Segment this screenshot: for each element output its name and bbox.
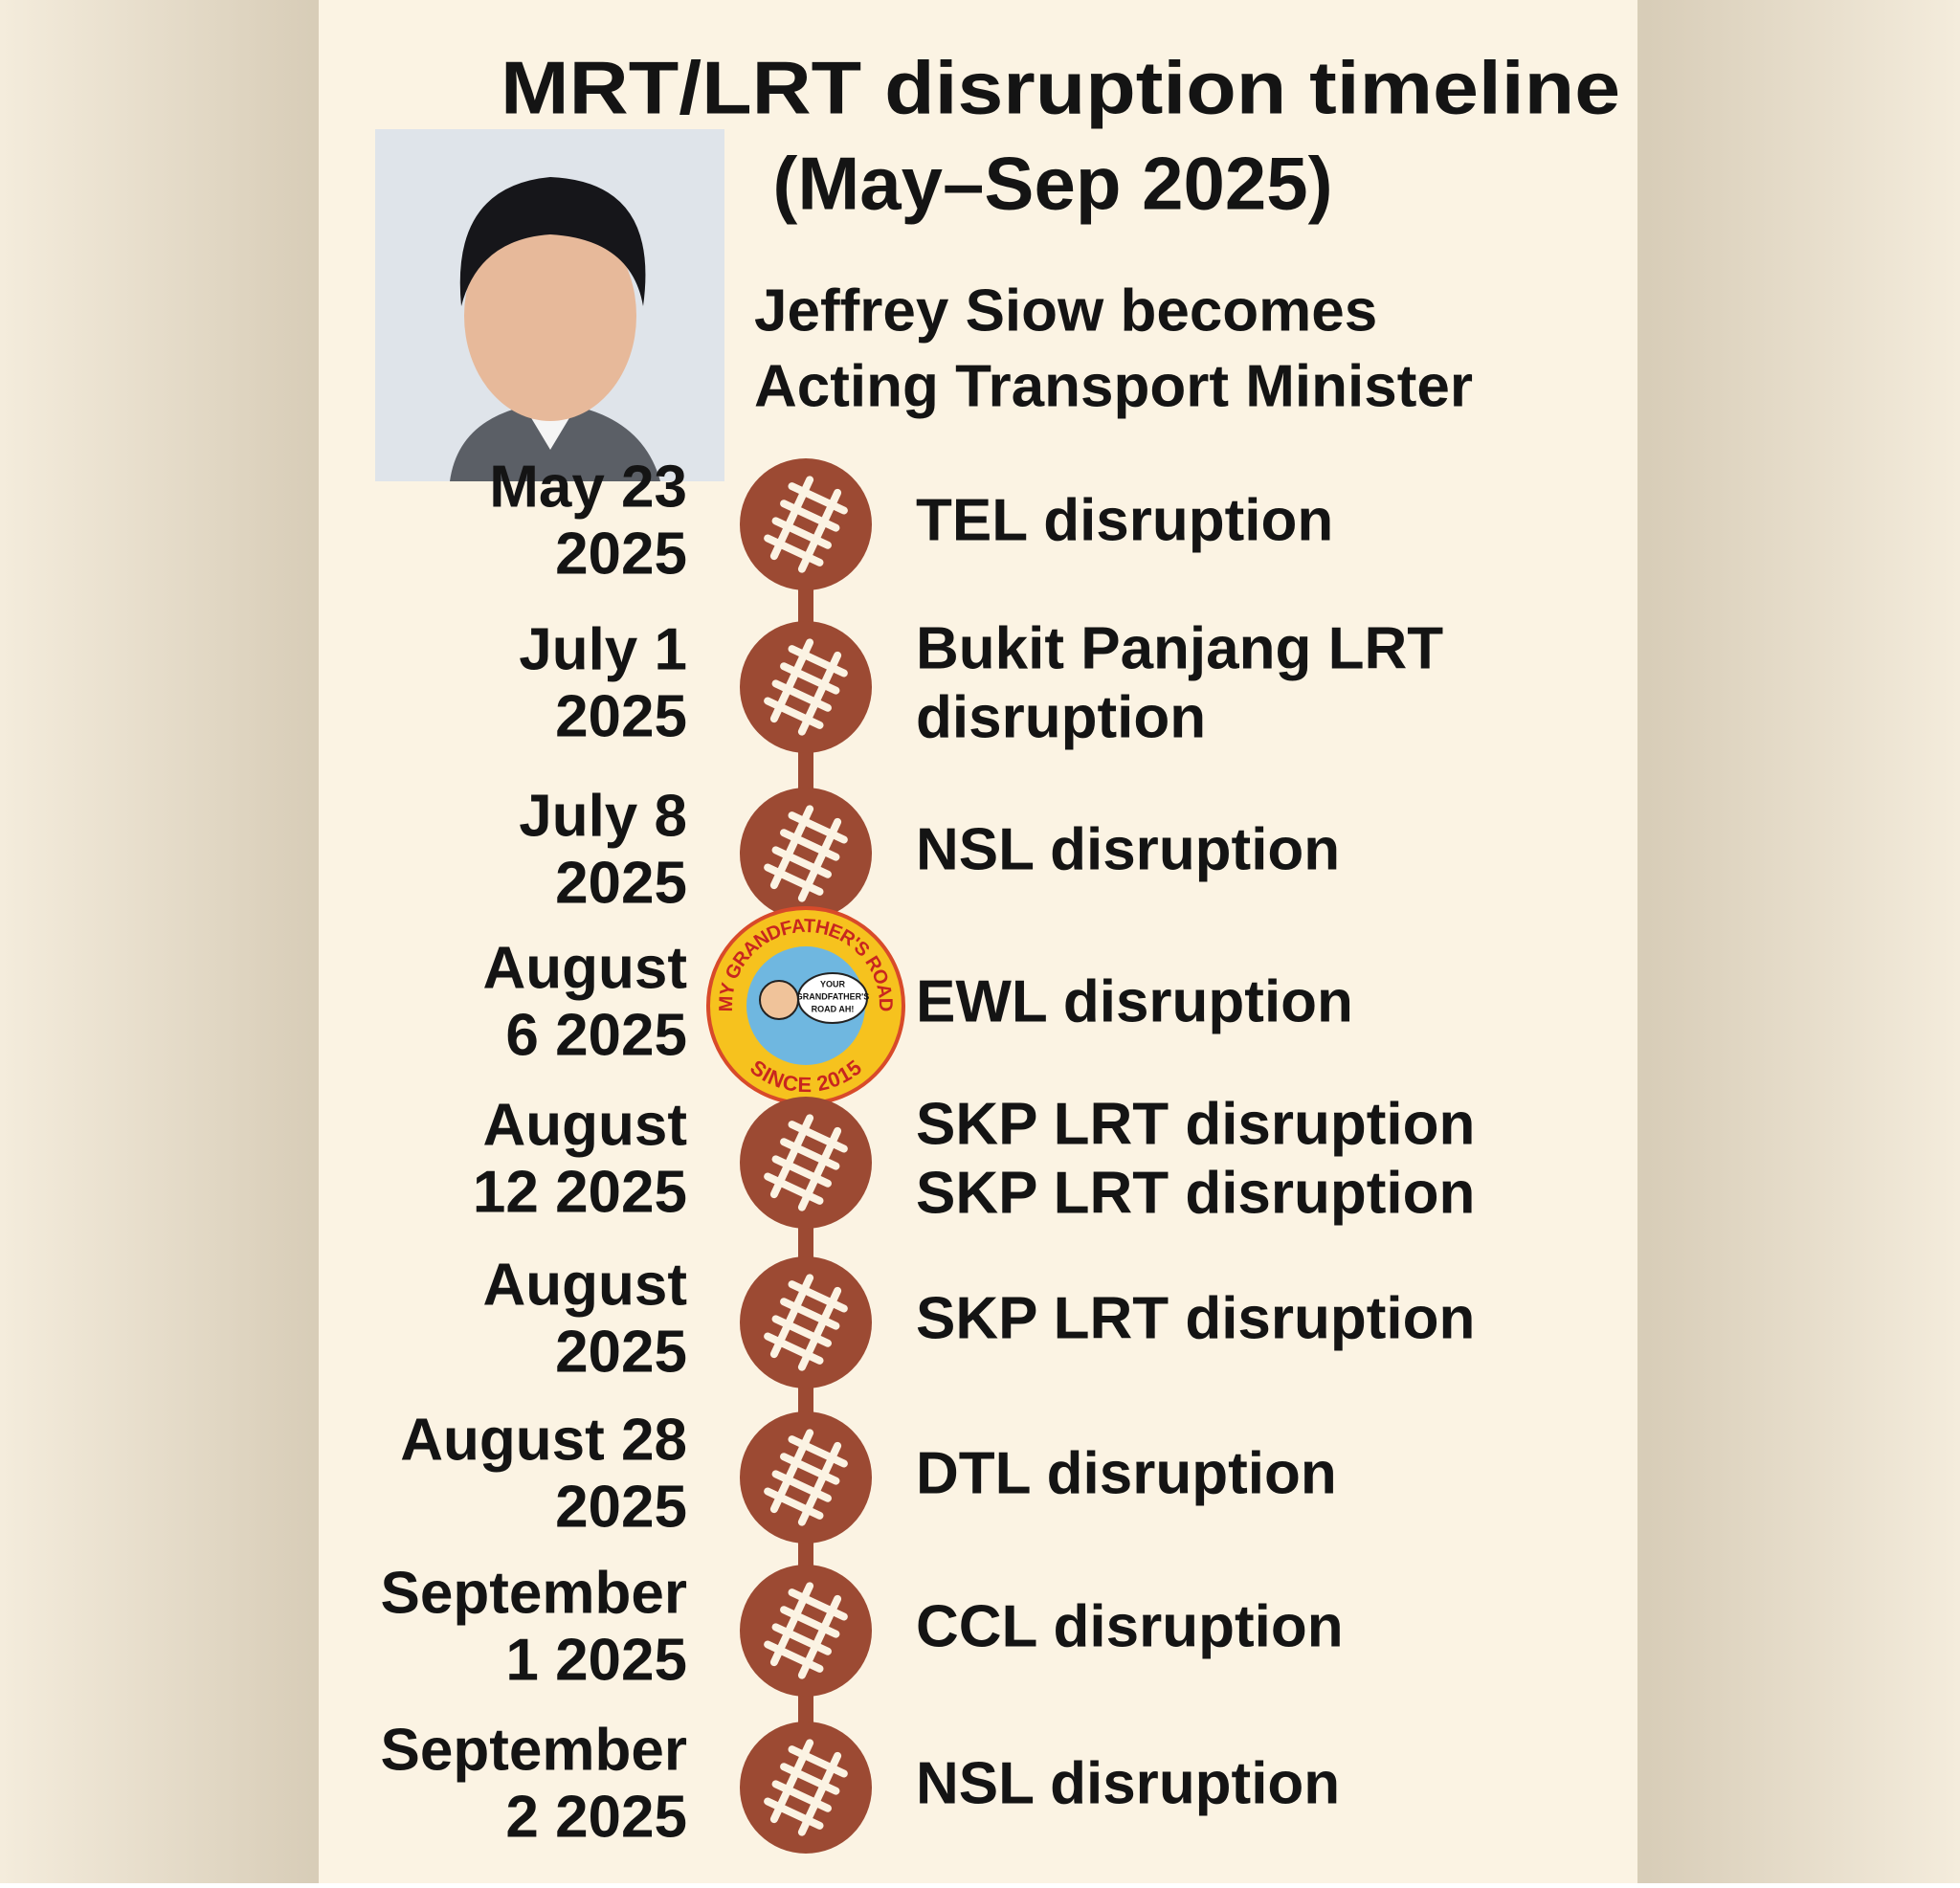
event-label: CCL disruption [916,1593,1344,1659]
sleeper [780,500,840,532]
track-icon [764,1114,848,1211]
sleeper [780,1763,840,1795]
sleeper [788,811,848,844]
sleeper [764,863,824,896]
announcement-line: Acting Transport Minister [754,353,1473,419]
sleeper [788,1588,848,1621]
sleeper [764,697,824,729]
sleeper [771,679,832,712]
event-label: EWL disruption [916,968,1353,1034]
track-icon [764,1429,848,1526]
sleeper [788,482,848,515]
event-date: August [482,935,687,1001]
track-icon [764,1274,848,1371]
sleeper [764,1332,824,1365]
sleeper [764,1797,824,1830]
event-label: NSL disruption [916,1750,1340,1816]
speech-text: GRANDFATHER'S [796,991,869,1001]
sleeper [780,829,840,861]
event-date: 2025 [555,521,687,587]
track-icon-circle [740,1411,872,1544]
event-date: 12 2025 [473,1159,687,1225]
sleeper [788,1435,848,1468]
announcement-line: Jeffrey Siow becomes [754,278,1377,344]
track-icon [764,476,848,573]
event-label: DTL disruption [916,1440,1337,1506]
event-label: SKP LRT disruption [916,1285,1475,1351]
event-label: SKP LRT disruption [916,1091,1475,1157]
sleeper [780,1298,840,1330]
subtitle: (May–Sep 2025) [772,142,1332,226]
sleeper [788,1280,848,1313]
track-icon-circle [740,1721,872,1854]
event-label: Bukit Panjang LRT [916,615,1443,681]
sleeper [764,1487,824,1520]
event-date: August 28 [400,1407,687,1473]
track-icon-circle [740,1565,872,1697]
speech-text: YOUR [820,979,846,988]
event-date: July 1 [519,616,687,682]
sleeper [771,1470,832,1502]
track-icon-circle [740,1256,872,1388]
sleeper [788,645,848,677]
track-icon-circle [740,458,872,590]
track-icon-circle [740,621,872,753]
event-date: 2 2025 [505,1784,687,1850]
track-icon-circle [740,788,872,920]
sleeper [780,662,840,695]
sleeper [780,1138,840,1170]
track-icon [764,638,848,736]
event-date: 1 2025 [505,1627,687,1693]
event-label: disruption [916,684,1206,750]
sleeper [771,846,832,878]
sleeper [764,1172,824,1205]
event-date: August [482,1092,687,1158]
track-icon-circle [740,1097,872,1229]
track-icon [764,1739,848,1836]
sleeper [788,1745,848,1778]
event-date: September [381,1717,687,1783]
event-label: TEL disruption [916,487,1333,553]
sleeper [771,1780,832,1812]
track-icon [764,1582,848,1679]
event-date: 2025 [555,1474,687,1540]
event-date: May 23 [489,454,687,520]
sleeper [764,1640,824,1673]
event-label: SKP LRT disruption [916,1160,1475,1226]
sleeper [771,1623,832,1655]
sleeper [780,1453,840,1485]
event-label: NSL disruption [916,816,1340,882]
event-date: August [482,1252,687,1318]
event-date: July 8 [519,783,687,849]
track-icon [764,805,848,902]
event-date: 2025 [555,850,687,916]
photo [375,129,724,481]
title: MRT/LRT disruption timeline [501,46,1620,130]
sleeper [771,1155,832,1188]
sleeper [764,534,824,566]
sleeper [788,1121,848,1153]
event-date: 2025 [555,1319,687,1385]
speech-text: ROAD AH! [812,1004,855,1013]
event-date: September [381,1560,687,1626]
cartoon-head [759,980,799,1020]
sleeper [771,517,832,549]
sleeper [771,1315,832,1347]
event-date: 2025 [555,683,687,749]
event-date: 6 2025 [505,1002,687,1068]
sleeper [780,1606,840,1638]
